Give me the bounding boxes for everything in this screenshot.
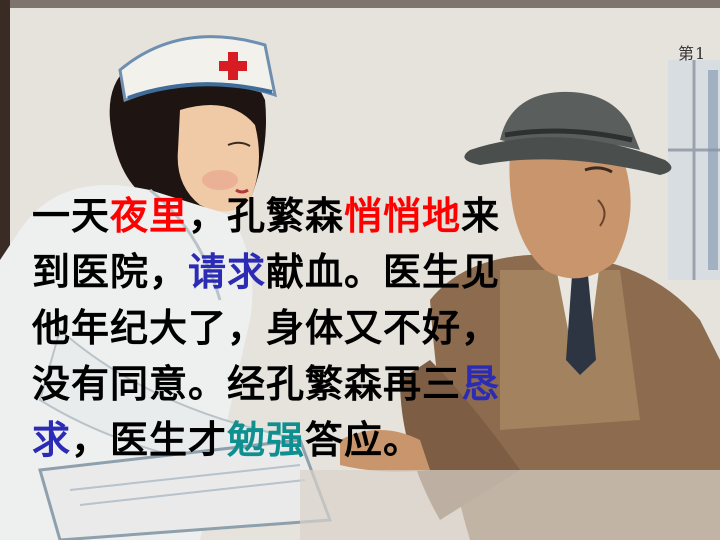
page-number-mark: 第1 bbox=[678, 44, 707, 63]
highlighted-word: 请求 bbox=[188, 250, 267, 294]
highlighted-word: 夜里 bbox=[110, 194, 189, 238]
highlighted-word: 悄悄地 bbox=[344, 194, 462, 238]
story-text-segment: 他年纪大了，身体又不好， bbox=[32, 306, 501, 350]
story-text-segment: ，孔繁森 bbox=[188, 194, 345, 238]
story-text: 一天夜里，孔繁森悄悄地来 到医院，请求献血。医生见 他年纪大了，身体又不好， 没有同意… bbox=[32, 188, 672, 468]
story-text-segment: 到医院， bbox=[32, 250, 189, 294]
man-figure bbox=[340, 91, 720, 540]
story-line: 到医院，请求献血。医生见 bbox=[32, 244, 672, 300]
story-line: 没有同意。经孔繁森再三恳 bbox=[32, 356, 672, 412]
story-line: 求，医生才勉强答应。 bbox=[32, 412, 672, 468]
tie bbox=[566, 275, 596, 375]
highlighted-word: 勉强 bbox=[227, 418, 306, 462]
story-text-segment: 没有同意。经孔繁森再三 bbox=[32, 362, 462, 406]
story-line: 他年纪大了，身体又不好， bbox=[32, 300, 672, 356]
highlighted-word: 恳 bbox=[461, 362, 501, 406]
story-line: 一天夜里，孔繁森悄悄地来 bbox=[32, 188, 672, 244]
story-text-segment: 答应。 bbox=[305, 418, 423, 462]
story-text-segment: 献血。医生见 bbox=[266, 250, 501, 294]
nurse-figure bbox=[0, 35, 301, 540]
story-text-segment: 来 bbox=[461, 194, 501, 238]
story-text-segment: 一天 bbox=[32, 194, 111, 238]
story-text-segment: ，医生才 bbox=[71, 418, 228, 462]
highlighted-word: 求 bbox=[32, 418, 72, 462]
